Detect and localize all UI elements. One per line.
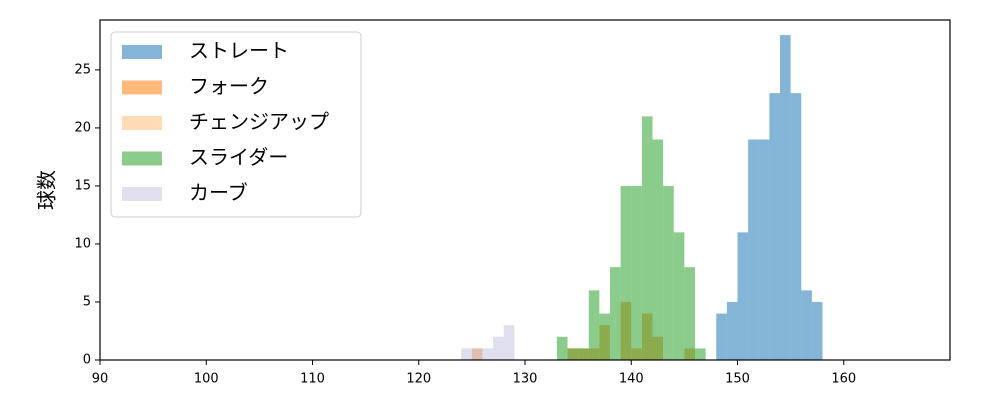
- bar: [641, 116, 653, 360]
- bar: [578, 348, 589, 360]
- bar: [493, 336, 504, 360]
- y-tick-label: 5: [83, 294, 91, 309]
- bar: [471, 348, 483, 360]
- legend-label: ストレート: [189, 39, 289, 63]
- bar: [567, 348, 579, 360]
- legend-label: カーブ: [189, 181, 248, 205]
- legend-swatch: [122, 116, 162, 130]
- bar: [684, 267, 695, 360]
- legend-label: チェンジアップ: [189, 110, 329, 134]
- bar: [811, 301, 823, 360]
- bar: [726, 301, 738, 360]
- legend-label: スライダー: [189, 145, 288, 169]
- y-tick-label: 10: [74, 236, 91, 251]
- bar: [631, 185, 642, 360]
- legend-label: フォーク: [189, 74, 269, 98]
- bar: [790, 93, 802, 360]
- legend-swatch: [122, 151, 162, 166]
- bar: [610, 267, 621, 360]
- bar: [482, 348, 494, 360]
- y-tick-label: 25: [74, 62, 91, 77]
- bar: [801, 290, 812, 360]
- x-tick-label: 120: [406, 372, 431, 387]
- bar: [695, 348, 706, 360]
- x-tick-label: 160: [831, 372, 856, 387]
- bar: [556, 336, 568, 360]
- x-tick-label: 90: [92, 372, 109, 387]
- bar: [737, 232, 749, 360]
- legend-swatch: [122, 187, 162, 201]
- bar: [780, 35, 791, 360]
- bar: [769, 93, 780, 360]
- x-tick-label: 130: [513, 372, 538, 387]
- bar: [758, 139, 770, 360]
- bar: [663, 185, 674, 360]
- legend-swatch: [122, 80, 162, 95]
- bar: [461, 348, 472, 360]
- legend-box: [110, 31, 362, 218]
- bar: [716, 313, 727, 360]
- y-axis-label: 球数: [35, 170, 59, 210]
- bar: [748, 139, 759, 360]
- y-tick-label: 15: [74, 178, 91, 193]
- y-tick-label: 20: [74, 120, 91, 135]
- x-tick-label: 150: [725, 372, 750, 387]
- x-tick-label: 110: [300, 372, 325, 387]
- x-tick-label: 100: [194, 372, 219, 387]
- bar: [599, 313, 610, 360]
- bar: [620, 185, 632, 360]
- bar: [588, 290, 600, 360]
- bar: [652, 139, 664, 360]
- bar: [673, 232, 685, 360]
- x-tick-label: 140: [619, 372, 644, 387]
- bar: [503, 325, 515, 360]
- y-tick-label: 0: [83, 353, 91, 368]
- legend-swatch: [122, 45, 162, 59]
